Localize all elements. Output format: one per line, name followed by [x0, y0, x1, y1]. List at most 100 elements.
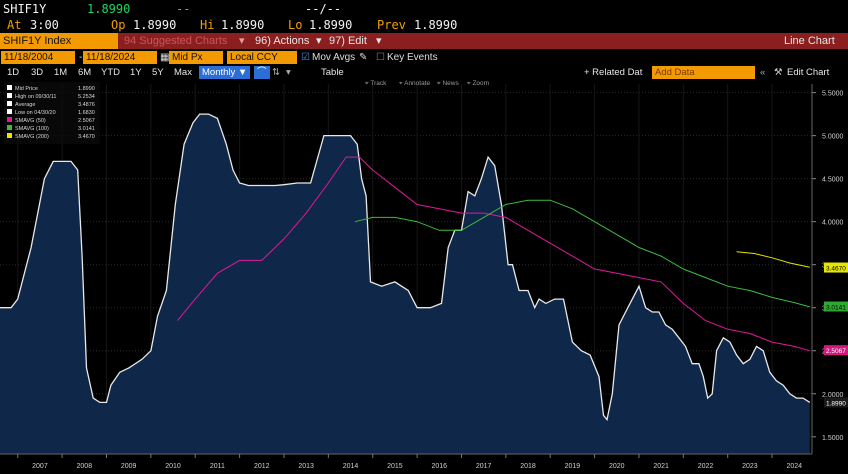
legend-value: 1.8990	[78, 86, 95, 92]
x-tick-label: 2020	[609, 463, 625, 470]
value-badge	[824, 345, 848, 356]
legend-label: Low on 04/30/20	[15, 110, 56, 116]
legend-value: 1.6830	[78, 110, 95, 116]
y-tick-label: 5.5000	[822, 91, 844, 98]
checkbox-checked-icon[interactable]: ☑	[301, 52, 310, 63]
legend-swatch	[7, 101, 12, 106]
period-button[interactable]: 6M	[78, 67, 92, 78]
value-badge	[824, 397, 848, 408]
legend-swatch	[7, 125, 12, 130]
legend-value: 3.0141	[78, 126, 95, 132]
x-tick-label: 2009	[121, 463, 137, 470]
period-button[interactable]: Max	[174, 67, 192, 78]
add-data-input[interactable]: Add Data	[652, 66, 755, 79]
pencil-icon[interactable]: ✎	[359, 52, 368, 63]
legend-swatch	[7, 117, 12, 122]
x-tick-label: 2021	[653, 463, 669, 470]
period-button[interactable]: 1Y	[130, 67, 142, 78]
field-select[interactable]: Mid Px	[169, 51, 223, 64]
series-line-smavg-1	[177, 156, 810, 352]
legend-label: SMAVG (50)	[15, 118, 46, 124]
value-badge-label: 3.4670	[826, 266, 846, 273]
legend-value: 5.2534	[78, 94, 95, 100]
value-badge-label: 2.5067	[826, 348, 846, 355]
x-tick-label: 2022	[698, 463, 714, 470]
value-badge	[824, 262, 848, 273]
tool-news: ⌖ News	[437, 80, 459, 87]
periodicity-label: Monthly	[202, 67, 236, 78]
line-style-icon[interactable]: ⌒	[254, 66, 270, 79]
legend-value: 3.4876	[78, 102, 95, 108]
tool-track: ⌖ Track	[365, 80, 387, 87]
dropdown-arrow-icon: ▾	[376, 35, 382, 47]
value-badge	[824, 301, 848, 312]
x-tick-label: 2024	[786, 463, 802, 470]
x-tick-label: 2010	[165, 463, 181, 470]
menu-bar: SHIF1Y Index 94 Suggested Charts ▾ 96) A…	[0, 33, 848, 49]
key-events-toggle[interactable]: Key Events	[387, 52, 438, 63]
mov-avgs-toggle[interactable]: Mov Avgs	[312, 52, 356, 63]
x-tick-label: 2008	[77, 463, 93, 470]
ticker: SHIF1Y	[3, 2, 47, 16]
legend-swatch	[7, 85, 12, 90]
x-tick-label: 2019	[565, 463, 581, 470]
period-toolbar: 1D 3D 1M 6M YTD 1Y 5Y Max Monthly ▼ ⌒ ⇅ …	[0, 66, 848, 79]
low-value: 1.8990	[309, 18, 353, 32]
table-button[interactable]: Table	[321, 67, 344, 78]
at-label: At	[7, 18, 22, 32]
edit-menu[interactable]: 97) Edit	[329, 35, 367, 47]
series-line-smavg-3	[736, 251, 810, 268]
dropdown-arrow-icon: ▾	[286, 67, 291, 78]
legend: Mid Price 1.8990 High on 09/30/11 5.2534 Ave…	[4, 82, 100, 144]
periodicity-select[interactable]: Monthly ▼	[199, 66, 251, 79]
price-area	[0, 114, 810, 454]
line-chart[interactable]: 2007 2008 2009 2010 2011 2012 2013 2014 2015 2016…	[0, 80, 848, 474]
y-tick-label: 2.0000	[822, 392, 844, 399]
legend-swatch	[7, 133, 12, 138]
edit-chart-button[interactable]: Edit Chart	[787, 67, 830, 78]
dropdown-arrow-icon: ▾	[316, 35, 322, 47]
high-label: Hi	[200, 18, 215, 32]
prev-label: Prev	[377, 18, 406, 32]
wrench-icon[interactable]: ⚒	[774, 67, 783, 78]
checkbox-icon[interactable]: ☐	[376, 52, 385, 63]
start-date-input[interactable]: 11/18/2004	[1, 51, 75, 64]
quote-row: SHIF1Y 1.8990 -- --/--	[0, 0, 848, 17]
security-field[interactable]: SHIF1Y Index	[0, 33, 118, 49]
tool-zoom: ⌖ Zoom	[467, 80, 489, 87]
y-tick-label: 4.0000	[822, 220, 844, 227]
high-value: 1.8990	[221, 18, 265, 32]
chart-tools: ⌖ Track ⌖ Annotate ⌖ News ⌖ Zoom	[365, 80, 489, 87]
calendar-icon[interactable]: ▦	[160, 52, 170, 63]
x-tick-label: 2014	[343, 463, 359, 470]
legend-label: Mid Price	[15, 86, 38, 92]
period-button[interactable]: YTD	[101, 67, 120, 78]
legend-value: 2.5067	[78, 118, 95, 124]
suggested-charts-menu[interactable]: 94 Suggested Charts	[124, 35, 228, 47]
x-tick-label: 2013	[298, 463, 314, 470]
x-tick-label: 2017	[476, 463, 492, 470]
date-separator: -	[79, 52, 83, 63]
date-toolbar: 11/18/2004 - 11/18/2024 ▦ Mid Px Local C…	[0, 51, 848, 65]
currency-select[interactable]: Local CCY	[227, 51, 297, 64]
end-date-input[interactable]: 11/18/2024	[83, 51, 157, 64]
x-tick-label: 2016	[431, 463, 447, 470]
legend-box	[4, 82, 100, 144]
value-badge-label: 3.0141	[826, 305, 846, 312]
series-line-smavg-2	[354, 199, 810, 308]
x-tick-label: 2012	[254, 463, 270, 470]
related-data-button[interactable]: + Related Dat	[584, 67, 643, 78]
dropdown-arrow-icon: ▾	[239, 35, 245, 47]
period-button[interactable]: 3D	[31, 67, 44, 78]
period-button[interactable]: 1M	[54, 67, 68, 78]
sort-icon[interactable]: ⇅	[272, 67, 280, 78]
period-button[interactable]: 1D	[7, 67, 20, 78]
period-button[interactable]: 5Y	[152, 67, 164, 78]
x-tick-label: 2023	[742, 463, 758, 470]
x-tick-label: 2011	[210, 463, 225, 470]
value-badge-label: 1.8990	[826, 400, 846, 407]
legend-value: 3.4670	[78, 134, 95, 140]
double-chevron-left-icon[interactable]: «	[760, 67, 766, 78]
actions-menu[interactable]: 96) Actions	[255, 35, 310, 47]
series-lines	[0, 113, 811, 422]
